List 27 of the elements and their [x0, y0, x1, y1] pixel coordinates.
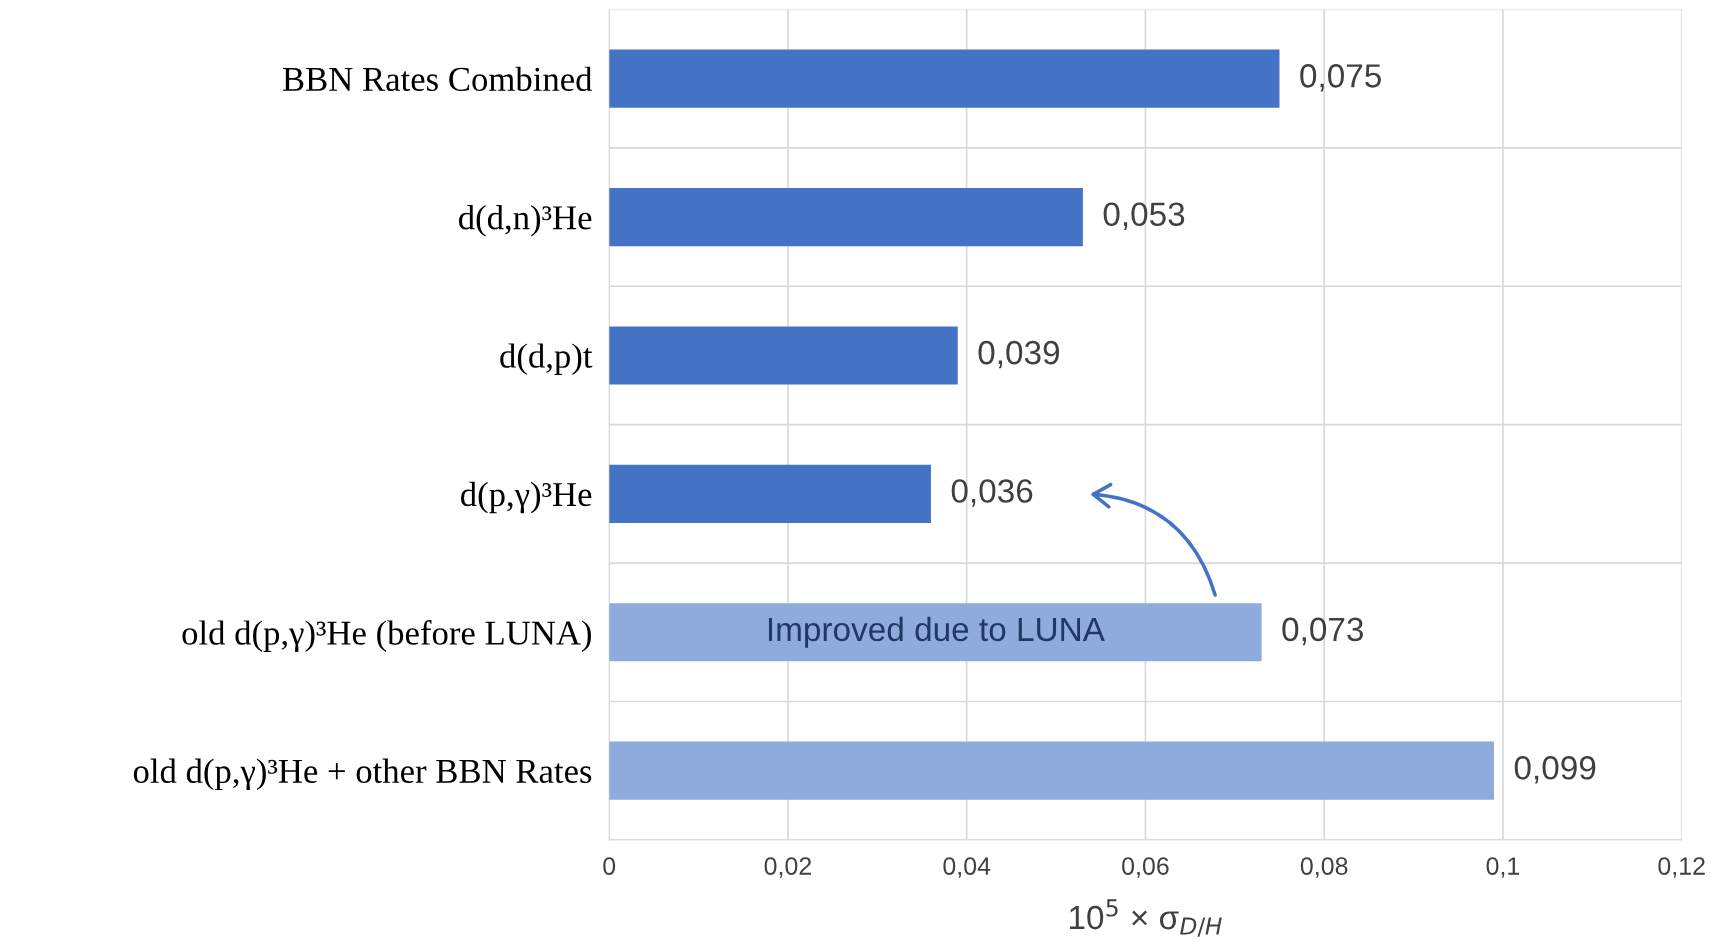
data-label: 0,036 — [951, 479, 1033, 507]
bar — [609, 188, 1083, 247]
bar — [609, 603, 1262, 662]
x-tick-label: 0,1 — [1486, 857, 1520, 878]
x-tick-label: 0,04 — [943, 857, 991, 878]
data-label: 0,099 — [1514, 756, 1596, 784]
x-tick-label: 0 — [603, 857, 616, 875]
bar — [609, 326, 958, 385]
x-tick-label: 0,02 — [764, 857, 812, 878]
y-tick-label: old d(p,γ)³He + other BBN Rates — [133, 758, 592, 791]
y-tick-label: d(d,p)t — [500, 343, 593, 375]
y-tick-label: d(d,n)³He — [458, 205, 592, 237]
x-tick-label: 0,08 — [1300, 857, 1348, 878]
y-tick-label: d(p,γ)³He — [461, 481, 592, 514]
bar — [609, 741, 1494, 800]
x-tick-label: 0,12 — [1658, 857, 1705, 878]
data-label: 0,073 — [1282, 617, 1364, 646]
x-tick-label: 0,06 — [1122, 857, 1169, 878]
data-label: 0,053 — [1103, 202, 1185, 230]
x-axis-title: 10$^{5}$ × σ$_{D/H}$ — [1069, 899, 1222, 937]
data-label: 0,075 — [1300, 64, 1381, 92]
y-tick-label: old d(p,γ)³He (before LUNA) — [182, 620, 591, 652]
y-tick-label: BBN Rates Combined — [282, 66, 593, 92]
data-label: 0,039 — [978, 340, 1060, 369]
bar — [609, 49, 1280, 108]
bar — [609, 464, 931, 523]
annotation: Improved due to LUNA — [768, 616, 1105, 648]
